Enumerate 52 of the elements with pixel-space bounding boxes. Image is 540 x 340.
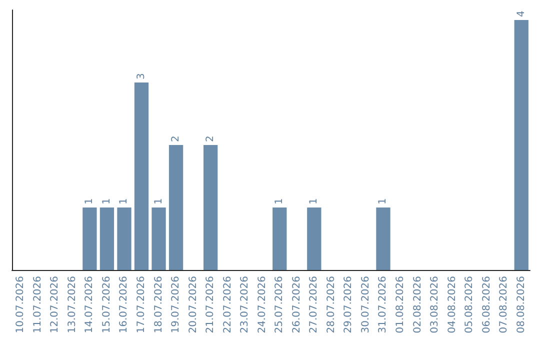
x-tick-label: 20.07.2026	[188, 276, 199, 334]
data-label: 4	[516, 10, 527, 17]
x-tick-label: 30.07.2026	[360, 276, 372, 334]
x-tick-label: 18.07.2026	[153, 276, 164, 334]
x-tick-label: 27.07.2026	[308, 276, 320, 334]
data-label: 1	[274, 198, 286, 204]
bar	[168, 145, 184, 270]
x-tick-label: 05.08.2026	[464, 276, 476, 334]
data-label: 1	[101, 198, 112, 204]
x-tick-label: 19.07.2026	[170, 276, 182, 334]
x-tick-label: 11.07.2026	[32, 276, 44, 334]
x-tick-label: 06.08.2026	[481, 276, 492, 334]
x-tick-label: 17.07.2026	[136, 276, 147, 334]
x-tick-label: 29.07.2026	[343, 276, 354, 334]
data-label: 2	[205, 136, 216, 142]
x-tick-label: 03.08.2026	[430, 276, 441, 334]
x-tick-label: 23.07.2026	[240, 276, 251, 334]
x-tick-label: 02.08.2026	[412, 276, 424, 334]
bar	[82, 208, 97, 270]
x-tick-label: 16.07.2026	[118, 276, 130, 334]
x-tick-label: 31.07.2026	[378, 276, 389, 334]
x-tick-label: 26.07.2026	[291, 276, 302, 334]
bar	[514, 20, 528, 270]
x-tick-label: 07.08.2026	[498, 276, 510, 334]
x-tick-label: 08.08.2026	[516, 276, 527, 334]
x-tick-label: 22.07.2026	[222, 276, 234, 334]
bar	[307, 208, 322, 270]
x-tick-label: 21.07.2026	[205, 276, 216, 334]
bar	[203, 145, 218, 270]
bar	[134, 82, 149, 270]
data-label: 1	[153, 198, 164, 204]
data-label: 1	[84, 198, 96, 204]
x-tick-label: 10.07.2026	[15, 276, 26, 334]
x-tick-label: 15.07.2026	[101, 276, 112, 334]
data-label: 1	[118, 198, 130, 204]
x-tick-label: 25.07.2026	[274, 276, 286, 334]
bar	[376, 208, 390, 270]
x-tick-label: 28.07.2026	[326, 276, 337, 334]
bar	[117, 208, 132, 270]
x-tick-label: 13.07.2026	[66, 276, 78, 334]
data-label: 1	[378, 198, 389, 204]
x-tick-label: 04.08.2026	[446, 276, 458, 334]
bar	[272, 208, 287, 270]
data-label: 1	[308, 198, 320, 204]
x-tick-label: 14.07.2026	[84, 276, 96, 334]
x-tick-label: 12.07.2026	[50, 276, 61, 334]
bar	[100, 208, 114, 270]
data-label: 3	[136, 73, 147, 80]
bar	[152, 208, 166, 270]
data-label: 2	[170, 136, 182, 142]
x-tick-label: 01.08.2026	[395, 276, 406, 334]
x-tick-label: 24.07.2026	[256, 276, 268, 334]
